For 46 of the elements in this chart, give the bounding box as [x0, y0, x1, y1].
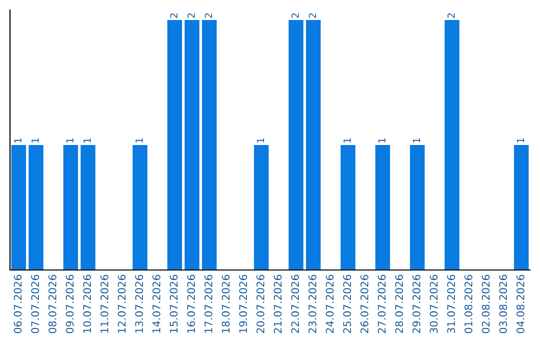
- x-tick-label: 20.07.2026: [256, 274, 264, 334]
- x-tick-label: 12.07.2026: [118, 274, 126, 333]
- data-label: 1: [256, 138, 264, 143]
- x-tick-label: 06.07.2026: [14, 274, 22, 334]
- x-tick-label: 13.07.2026: [135, 274, 144, 333]
- data-label: 1: [516, 138, 524, 143]
- x-tick-label: 25.07.2026: [343, 274, 352, 334]
- data-label: 1: [412, 138, 420, 143]
- x-tick-label: 26.07.2026: [360, 274, 368, 334]
- data-label: 2: [170, 13, 178, 18]
- x-tick-label: 17.07.2026: [204, 274, 212, 333]
- x-tick-label: 21.07.2026: [274, 274, 282, 334]
- x-tick-label: 11.07.2026: [100, 274, 108, 333]
- x-tick-label: 08.07.2026: [48, 274, 56, 334]
- x-tick-label: 15.07.2026: [170, 274, 178, 333]
- data-label: 1: [378, 138, 386, 143]
- data-label: 2: [447, 13, 455, 18]
- data-label: 1: [344, 138, 351, 143]
- x-tick-label: 19.07.2026: [239, 274, 248, 333]
- x-tick-label: 02.08.2026: [482, 274, 490, 334]
- data-label: 1: [66, 138, 74, 143]
- x-tick-label: 18.07.2026: [222, 274, 230, 333]
- x-tick-label: 10.07.2026: [83, 274, 92, 333]
- x-tick-label: 07.07.2026: [31, 274, 40, 334]
- x-tick-label: 04.08.2026: [516, 274, 524, 334]
- data-label: 2: [187, 13, 195, 18]
- x-tick-label: 16.07.2026: [187, 274, 196, 333]
- x-tick-label: 29.07.2026: [412, 274, 420, 334]
- x-tick-label: 01.08.2026: [464, 274, 472, 334]
- data-label: 2: [308, 13, 316, 18]
- x-tick-label: 31.07.2026: [447, 274, 456, 334]
- data-label: 2: [204, 13, 212, 18]
- x-tick-label: 09.07.2026: [66, 274, 74, 334]
- x-tick-label: 14.07.2026: [152, 274, 160, 333]
- x-tick-label: 28.07.2026: [395, 274, 404, 334]
- x-tick-label: 27.07.2026: [378, 274, 386, 334]
- x-tick-label: 23.07.2026: [308, 274, 316, 334]
- data-label: 2: [291, 13, 299, 18]
- data-label: 1: [32, 138, 39, 143]
- data-label: 1: [136, 138, 143, 143]
- x-tick-label: 03.08.2026: [499, 274, 508, 334]
- x-tick-label: 30.07.2026: [430, 274, 438, 334]
- data-label: 1: [14, 138, 22, 143]
- x-tick-label: 24.07.2026: [326, 274, 334, 334]
- x-tick-label: 22.07.2026: [291, 274, 300, 334]
- data-label: 1: [84, 138, 91, 143]
